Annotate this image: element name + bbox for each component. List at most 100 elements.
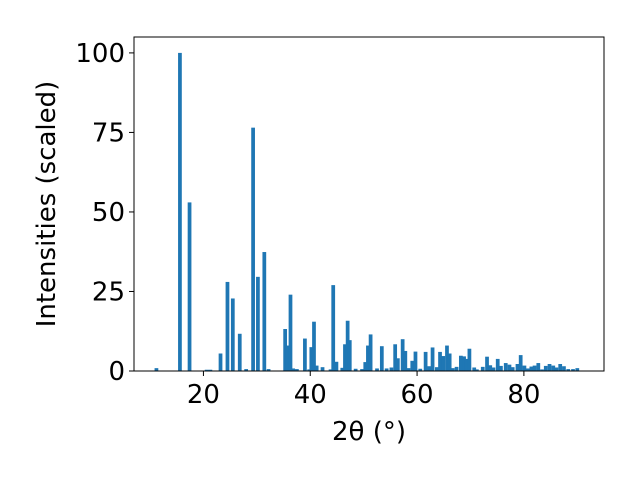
y-ticks: 0 25 50 75 100 bbox=[75, 39, 134, 387]
bar bbox=[522, 365, 527, 371]
x-ticks: 20 40 60 80 bbox=[187, 371, 540, 410]
bar bbox=[288, 294, 293, 371]
bar bbox=[566, 369, 571, 371]
bar bbox=[204, 369, 209, 371]
bar bbox=[331, 285, 336, 371]
bar bbox=[499, 365, 503, 371]
bar bbox=[244, 369, 249, 371]
bar bbox=[368, 334, 373, 371]
x-tick-label: 40 bbox=[294, 380, 327, 410]
bar bbox=[441, 356, 446, 371]
bar bbox=[295, 369, 299, 371]
bar bbox=[434, 367, 439, 371]
bar bbox=[230, 298, 235, 371]
bar bbox=[363, 362, 368, 371]
bar bbox=[413, 351, 418, 371]
bar bbox=[525, 368, 530, 371]
bar bbox=[237, 333, 242, 371]
bar bbox=[418, 368, 423, 371]
bar bbox=[307, 369, 312, 371]
bar bbox=[518, 355, 523, 371]
bar bbox=[345, 320, 350, 371]
bar bbox=[438, 351, 442, 371]
bar bbox=[178, 52, 182, 372]
bar bbox=[283, 329, 288, 371]
bar bbox=[208, 369, 213, 371]
bar bbox=[547, 364, 552, 371]
bar bbox=[360, 369, 364, 371]
bar bbox=[510, 367, 515, 371]
bar bbox=[410, 360, 415, 371]
bar bbox=[334, 361, 339, 371]
bar bbox=[532, 365, 537, 371]
bar bbox=[540, 369, 544, 371]
bar bbox=[251, 127, 255, 371]
bar bbox=[389, 367, 394, 371]
bar bbox=[529, 366, 534, 371]
bar bbox=[347, 340, 352, 371]
bar bbox=[462, 356, 466, 371]
bar bbox=[454, 366, 459, 371]
bar bbox=[353, 368, 358, 371]
bar bbox=[467, 348, 472, 371]
bar bbox=[488, 365, 493, 371]
bar bbox=[320, 367, 325, 371]
bar bbox=[571, 369, 575, 371]
bar bbox=[406, 368, 411, 371]
bar bbox=[154, 368, 159, 371]
bar bbox=[551, 365, 556, 371]
bar bbox=[447, 353, 452, 371]
x-tick-label: 60 bbox=[401, 380, 434, 410]
y-tick-label: 25 bbox=[92, 277, 125, 307]
bar bbox=[450, 368, 455, 371]
bar bbox=[480, 366, 485, 371]
bar bbox=[400, 339, 405, 371]
bar bbox=[366, 345, 370, 371]
bar bbox=[395, 358, 400, 371]
x-tick-label: 20 bbox=[187, 380, 220, 410]
bar bbox=[475, 369, 479, 371]
bar bbox=[472, 367, 477, 371]
y-tick-label: 50 bbox=[92, 198, 125, 228]
bar bbox=[309, 347, 314, 371]
bar bbox=[427, 366, 432, 371]
bar bbox=[536, 363, 541, 371]
bar bbox=[262, 252, 267, 371]
bar bbox=[375, 368, 379, 371]
bar bbox=[343, 344, 347, 371]
bar bbox=[445, 345, 449, 371]
bars-group bbox=[154, 52, 580, 372]
bar bbox=[423, 351, 428, 371]
bar bbox=[507, 364, 512, 371]
bar bbox=[495, 358, 500, 371]
bar bbox=[384, 368, 389, 371]
bar bbox=[225, 281, 230, 371]
bar bbox=[340, 367, 345, 371]
bar bbox=[430, 347, 435, 371]
bar bbox=[403, 350, 408, 371]
x-tick-label: 80 bbox=[507, 380, 540, 410]
y-tick-label: 100 bbox=[75, 39, 125, 69]
bar bbox=[187, 202, 192, 371]
plot-frame bbox=[133, 36, 605, 372]
y-tick-label: 0 bbox=[108, 357, 125, 387]
bar bbox=[291, 368, 296, 371]
bar bbox=[464, 358, 469, 371]
bar bbox=[543, 365, 548, 371]
bar bbox=[515, 364, 520, 371]
bar bbox=[379, 346, 384, 371]
y-axis-label: Intensities (scaled) bbox=[32, 81, 62, 328]
bar bbox=[558, 364, 563, 371]
bar bbox=[393, 344, 398, 371]
bar bbox=[218, 353, 223, 371]
bar bbox=[312, 321, 316, 371]
bar bbox=[562, 366, 566, 371]
y-tick-label: 75 bbox=[92, 118, 125, 148]
bar bbox=[328, 369, 333, 371]
bar bbox=[485, 356, 489, 371]
bar bbox=[458, 355, 463, 371]
bar bbox=[554, 367, 559, 371]
bar bbox=[303, 338, 307, 371]
bar bbox=[285, 345, 290, 371]
